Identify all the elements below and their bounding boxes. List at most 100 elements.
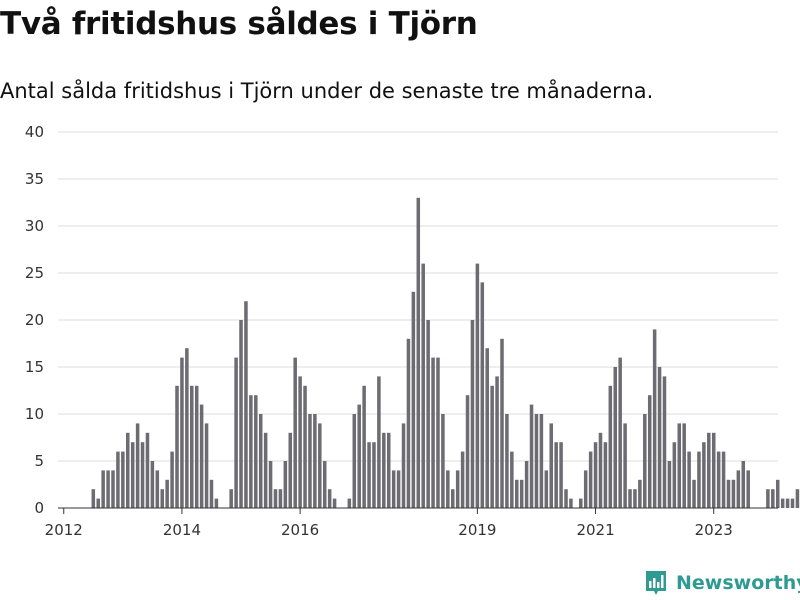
bar	[583, 470, 588, 508]
bar	[569, 498, 573, 508]
bar	[780, 498, 785, 508]
bar	[254, 395, 258, 508]
bar	[505, 414, 509, 508]
bar	[180, 357, 184, 508]
bar	[534, 414, 539, 508]
bar	[475, 263, 480, 508]
bar	[441, 414, 445, 508]
bar	[155, 470, 160, 508]
bar	[406, 338, 411, 508]
bar	[741, 461, 746, 508]
bar	[204, 423, 209, 508]
bar	[426, 320, 430, 508]
bar	[593, 442, 598, 508]
bar	[150, 461, 155, 508]
bar	[515, 479, 519, 508]
bar	[249, 395, 253, 508]
bar	[579, 498, 583, 508]
bar	[677, 423, 682, 508]
bar	[199, 404, 204, 508]
bar	[244, 301, 248, 508]
bar	[175, 385, 179, 508]
y-tick-label: 30	[25, 217, 44, 235]
y-tick-label: 10	[25, 405, 44, 423]
y-tick-label: 35	[25, 170, 44, 188]
newsworthy-logo-icon	[646, 571, 666, 595]
x-tick-label: 2014	[163, 521, 201, 539]
bar	[263, 432, 268, 508]
bar	[746, 470, 750, 508]
bar	[327, 489, 332, 508]
bar	[111, 470, 115, 508]
bar	[638, 479, 642, 508]
brand: Newsworthy	[644, 568, 800, 598]
bar	[170, 451, 174, 508]
x-tick-label: 2012	[45, 521, 83, 539]
bar	[288, 432, 293, 508]
y-tick-label: 15	[25, 358, 44, 376]
bar	[500, 338, 504, 508]
bar	[357, 404, 361, 508]
bar	[618, 357, 622, 508]
bar	[234, 357, 238, 508]
bar	[283, 461, 288, 508]
bar	[613, 367, 618, 508]
bar	[716, 451, 721, 508]
brand-name: Newsworthy	[676, 572, 800, 594]
bar	[554, 442, 558, 508]
bar	[352, 414, 357, 508]
bar	[239, 320, 243, 508]
y-axis-ticks: 0 5 10 15 20 25 30 35 40	[25, 123, 44, 517]
y-tick-label: 25	[25, 264, 44, 282]
bar	[702, 442, 706, 508]
bar	[313, 414, 317, 508]
bar	[401, 423, 406, 508]
bar	[135, 423, 140, 508]
bar	[106, 470, 110, 508]
bar	[667, 461, 672, 508]
bar	[480, 282, 485, 508]
bar	[598, 432, 603, 508]
bar	[160, 489, 164, 508]
bar	[588, 451, 593, 508]
y-tick-label: 0	[34, 499, 44, 517]
bar	[652, 329, 657, 508]
bar	[386, 432, 391, 508]
bar	[303, 385, 307, 508]
bar	[145, 432, 150, 508]
bar	[451, 489, 455, 508]
bar	[726, 479, 731, 508]
x-tick-label: 2019	[458, 521, 496, 539]
bar	[214, 498, 219, 508]
bar	[411, 291, 416, 508]
bar	[91, 489, 96, 508]
bar	[126, 432, 130, 508]
bar	[657, 367, 662, 508]
bar	[382, 432, 386, 508]
bar	[431, 357, 435, 508]
bar	[396, 470, 401, 508]
bar	[421, 263, 425, 508]
bar	[495, 376, 499, 508]
bar	[229, 489, 233, 508]
bar	[96, 498, 100, 508]
bar	[766, 489, 770, 508]
bar	[544, 470, 549, 508]
y-tick-label: 5	[34, 452, 44, 470]
bar	[490, 385, 494, 508]
y-tick-label: 20	[25, 311, 44, 329]
bar	[436, 357, 440, 508]
bar	[116, 451, 120, 508]
bar	[549, 423, 553, 508]
bar	[446, 470, 450, 508]
bar	[362, 385, 366, 508]
bar	[130, 442, 135, 508]
bar	[308, 414, 312, 508]
bar	[140, 442, 145, 508]
chart-title: Två fritidshus såldes i Tjörn	[0, 6, 478, 42]
bar	[721, 451, 726, 508]
bar	[731, 479, 736, 508]
bar	[372, 442, 376, 508]
bar	[377, 376, 381, 508]
